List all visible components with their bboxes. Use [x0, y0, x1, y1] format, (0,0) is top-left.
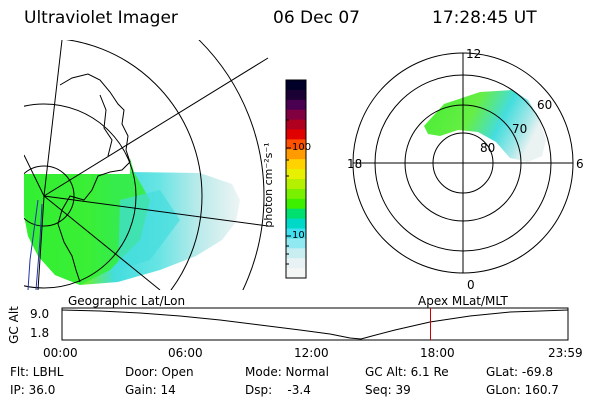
colorbar-cell: [286, 238, 306, 249]
alt-ytick-max: 9.0: [30, 307, 50, 321]
alt-xtick-1200: 12:00: [294, 346, 329, 360]
colorbar-cell: [286, 218, 306, 229]
status-flt: Flt: LBHL: [10, 365, 64, 379]
status-gain: Gain: 14: [125, 383, 176, 397]
altitude-curve: [61, 309, 569, 340]
alt-xtick-2359: 23:59: [548, 346, 583, 360]
colorbar-cell: [286, 80, 306, 91]
colorbar-cell: [286, 109, 306, 121]
colorbar-cell: [286, 149, 306, 160]
status-seq: Seq: 39: [365, 383, 411, 397]
colorbar-cell: [286, 119, 306, 130]
alt-xtick-0000: 00:00: [43, 346, 78, 360]
status-mode: Mode: Normal: [245, 365, 329, 379]
colorbar-cell: [286, 268, 306, 279]
colorbar-cell: [286, 99, 306, 111]
mlt-label-0: 0: [467, 278, 475, 292]
geographic-map: [24, 40, 269, 290]
aurora-image-right: [424, 90, 546, 162]
colorbar-cell: [286, 208, 306, 220]
app-title: Ultraviolet Imager: [24, 8, 178, 28]
colorbar-tick-100: 100: [292, 142, 312, 153]
status-ip: IP: 36.0: [10, 383, 56, 397]
mlt-label-18: 18: [347, 157, 363, 171]
colorbar-frame: [285, 79, 307, 279]
mlat-label-70: 70: [512, 122, 528, 136]
status-door: Door: Open: [125, 365, 194, 379]
status-glat: GLat: -69.8: [486, 365, 553, 379]
colorbar-cell: [286, 129, 306, 140]
colorbar-unit-label: photon cm⁻²s⁻¹: [262, 142, 275, 228]
status-gc-alt: GC Alt: 6.1 Re: [365, 365, 449, 379]
alt-ylabel: GC Alt: [7, 306, 21, 344]
coastline: [57, 73, 131, 283]
colorbar-cell: [286, 89, 306, 101]
mlat-label-80: 80: [480, 141, 496, 155]
colorbar: [285, 79, 307, 279]
alt-ytick-min: 1.8: [30, 326, 50, 340]
alt-xtick-1800: 18:00: [420, 346, 455, 360]
colorbar-tick-10: 10: [292, 230, 305, 241]
right-panel-label: Apex MLat/MLT: [418, 294, 508, 308]
colorbar-cell: [286, 258, 306, 269]
colorbar-cell: [286, 139, 306, 150]
header-time: 17:28:45 UT: [432, 8, 537, 28]
colorbar-cell: [286, 169, 306, 180]
header-date: 06 Dec 07: [273, 8, 360, 28]
colorbar-cell: [286, 248, 306, 259]
left-panel-label: Geographic Lat/Lon: [68, 294, 186, 308]
alt-xtick-0600: 06:00: [168, 346, 203, 360]
colorbar-cell: [286, 228, 306, 239]
polar-plot: [352, 52, 574, 274]
colorbar-cell: [286, 179, 306, 190]
altitude-plot: [61, 307, 569, 341]
mlat-label-60: 60: [537, 98, 553, 112]
mlt-label-12: 12: [466, 47, 482, 61]
status-glon: GLon: 160.7: [486, 383, 559, 397]
colorbar-cell: [286, 198, 306, 210]
status-dsp: Dsp: -3.4: [245, 383, 311, 397]
colorbar-cell: [286, 188, 306, 200]
colorbar-cell: [286, 159, 306, 170]
mlt-label-6: 6: [576, 157, 584, 171]
